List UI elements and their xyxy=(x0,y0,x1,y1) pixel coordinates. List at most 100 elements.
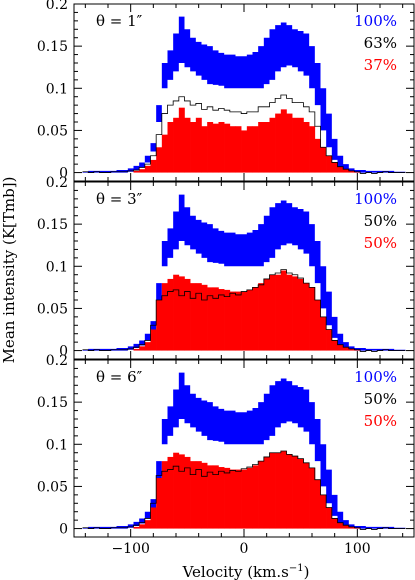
y-tick-label: 0.05 xyxy=(37,301,68,317)
red-bar xyxy=(150,329,157,351)
red-bar xyxy=(201,126,208,173)
x-tick-label: 100 xyxy=(344,541,371,557)
red-bar xyxy=(150,159,157,173)
red-bar xyxy=(195,283,202,351)
red-bar xyxy=(229,126,236,173)
panel-2: 0 0.05 0.1 0.15 0.2 θ = 3″ 100% 50% 50% xyxy=(37,175,415,360)
red-bar xyxy=(201,462,208,529)
red-bar xyxy=(178,276,185,351)
red-bar xyxy=(269,452,276,529)
red-bar xyxy=(218,122,225,173)
red-bar xyxy=(241,291,248,351)
red-bar xyxy=(258,283,265,351)
red-bar xyxy=(286,454,293,529)
red-bar xyxy=(343,169,350,173)
red-bar xyxy=(224,289,231,351)
legend-entry: 50% xyxy=(364,212,397,230)
red-bar xyxy=(207,122,214,173)
red-bar xyxy=(139,346,146,351)
y-tick-label: 0.15 xyxy=(37,39,68,55)
red-bar xyxy=(258,122,265,173)
red-bar xyxy=(178,107,185,173)
red-bar xyxy=(235,291,242,351)
y-tick-label: 0 xyxy=(59,522,68,538)
red-bar xyxy=(224,123,231,173)
red-bar xyxy=(337,522,344,529)
red-bar xyxy=(139,524,146,529)
red-bar xyxy=(343,347,350,351)
red-bar xyxy=(258,461,265,529)
red-bar xyxy=(144,165,151,173)
red-bar xyxy=(269,274,276,351)
theta-label: θ = 3″ xyxy=(96,190,143,208)
red-bar xyxy=(246,126,253,173)
red-bar xyxy=(309,467,316,529)
red-bar xyxy=(337,166,344,173)
red-bar xyxy=(133,170,140,173)
red-histogram xyxy=(133,451,361,529)
red-bar xyxy=(286,113,293,173)
red-bar xyxy=(314,479,321,529)
y-tick-label: 0.2 xyxy=(46,0,68,13)
red-bar xyxy=(354,527,361,529)
red-bar xyxy=(167,278,174,351)
red-bar xyxy=(241,130,248,173)
legend-entry: 50% xyxy=(364,390,397,408)
red-bar xyxy=(331,340,338,351)
red-bar xyxy=(297,278,304,351)
red-bar xyxy=(314,138,321,173)
red-bar xyxy=(133,348,140,351)
red-bar xyxy=(161,134,168,173)
y-tick-label: 0.05 xyxy=(37,479,68,495)
legend-entry: 50% xyxy=(364,412,397,430)
y-tick-label: 0.1 xyxy=(46,81,68,97)
red-bar xyxy=(195,461,202,529)
red-bar xyxy=(252,465,259,529)
red-bar xyxy=(184,117,191,173)
red-bar xyxy=(280,451,287,529)
red-bar xyxy=(207,287,214,351)
x-axis-label: Velocity (km.s−1) xyxy=(182,563,310,580)
red-histogram xyxy=(133,107,361,173)
red-bar xyxy=(167,456,174,529)
legend-entry: 100% xyxy=(354,368,397,386)
y-tick-label: 0 xyxy=(59,166,68,182)
red-bar xyxy=(297,458,304,529)
red-bar xyxy=(139,169,146,173)
red-bar xyxy=(212,287,219,351)
red-bar xyxy=(212,123,219,173)
red-bar xyxy=(173,452,180,529)
red-bar xyxy=(275,274,282,351)
red-bar xyxy=(286,274,293,351)
red-bar xyxy=(133,526,140,529)
red-bar xyxy=(314,300,321,351)
red-bar xyxy=(229,469,236,529)
red-bar xyxy=(246,289,253,351)
red-bar xyxy=(303,462,310,529)
x-tick-label: −100 xyxy=(111,541,149,557)
theta-label: θ = 6″ xyxy=(96,368,143,386)
red-bar xyxy=(235,469,242,529)
red-bar xyxy=(269,117,276,173)
red-bar xyxy=(184,278,191,351)
red-bar xyxy=(252,287,259,351)
red-bar xyxy=(241,469,248,529)
red-bar xyxy=(292,276,299,351)
legend-entry: 37% xyxy=(364,56,397,74)
red-bar xyxy=(292,456,299,529)
red-bar xyxy=(326,507,333,529)
y-tick-label: 0.2 xyxy=(46,175,68,191)
y-axis-label: Mean intensity (K[Tmb]) xyxy=(0,177,18,364)
red-bar xyxy=(224,467,231,529)
red-bar xyxy=(201,284,208,351)
legend-entry: 100% xyxy=(354,12,397,30)
y-tick-label: 0 xyxy=(59,344,68,360)
red-bar xyxy=(320,147,327,173)
red-bar xyxy=(263,122,270,173)
red-bar xyxy=(263,278,270,351)
red-bar xyxy=(303,122,310,173)
red-bar xyxy=(303,283,310,351)
red-bar xyxy=(156,478,163,529)
red-bar xyxy=(190,283,197,351)
